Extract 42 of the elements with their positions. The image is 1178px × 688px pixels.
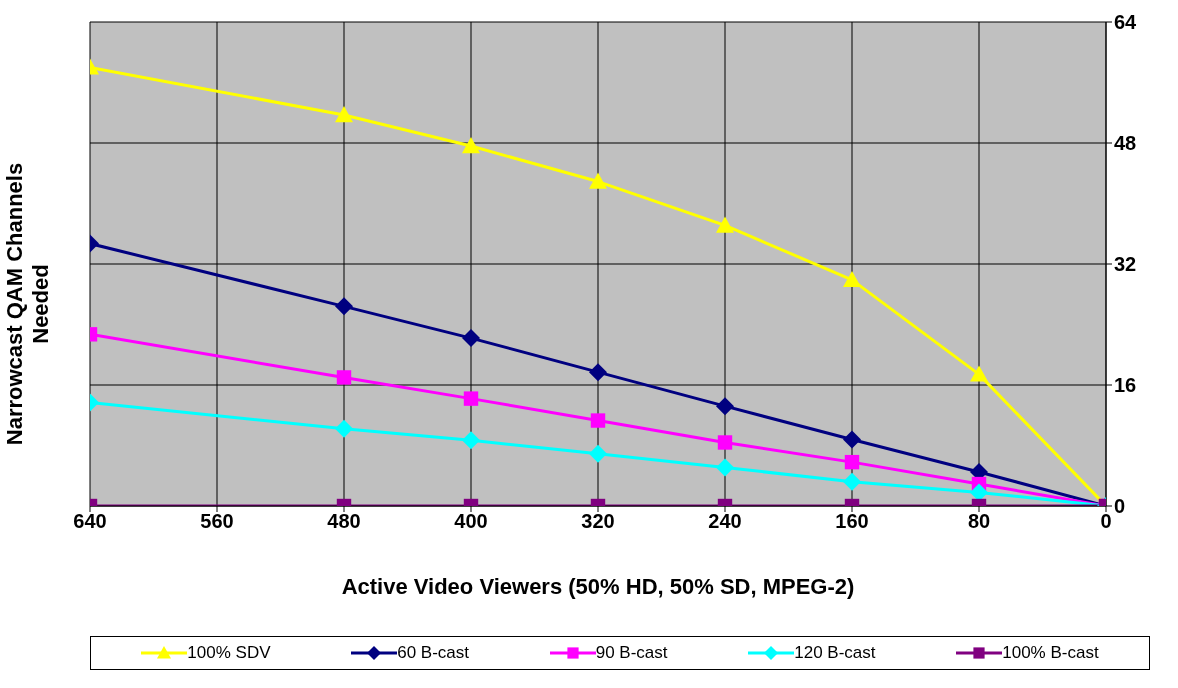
point bbox=[843, 430, 861, 449]
x-tick-label: 320 bbox=[581, 510, 615, 533]
legend-label: 90 B-cast bbox=[595, 643, 668, 663]
x-tick-label: 240 bbox=[708, 510, 742, 533]
point bbox=[463, 391, 479, 406]
point bbox=[589, 172, 607, 189]
legend-label: 100% SDV bbox=[187, 643, 271, 663]
point bbox=[462, 137, 480, 154]
point bbox=[335, 297, 353, 316]
point bbox=[335, 419, 353, 438]
point bbox=[462, 431, 480, 450]
legend-label: 100% B-cast bbox=[1002, 643, 1099, 663]
y-tick-label: 48 bbox=[1114, 132, 1137, 155]
point bbox=[844, 454, 860, 470]
point bbox=[716, 397, 734, 416]
point bbox=[335, 106, 353, 123]
point bbox=[970, 365, 988, 382]
x-tick-label: 560 bbox=[200, 510, 234, 533]
point bbox=[589, 444, 607, 463]
point bbox=[590, 413, 606, 428]
y-tick-label: 16 bbox=[1114, 374, 1137, 397]
legend-label: 60 B-cast bbox=[397, 643, 470, 663]
x-tick-label: 160 bbox=[835, 510, 869, 533]
point bbox=[843, 270, 861, 288]
x-tick-label: 400 bbox=[454, 510, 488, 533]
x-tick-label: 0 bbox=[1100, 510, 1112, 533]
x-tick-label: 480 bbox=[327, 510, 361, 533]
y-axis-title: Narrowcast QAM Channels Needed bbox=[2, 161, 54, 448]
x-tick-label: 80 bbox=[967, 510, 991, 533]
point bbox=[717, 435, 733, 450]
point bbox=[716, 458, 734, 477]
point bbox=[716, 216, 734, 233]
point bbox=[843, 472, 861, 491]
y-tick-label: 32 bbox=[1114, 253, 1137, 276]
y-tick-label: 64 bbox=[1114, 11, 1138, 34]
point bbox=[589, 363, 607, 382]
point bbox=[462, 329, 480, 348]
point bbox=[336, 370, 352, 385]
x-axis-title: Active Video Viewers (50% HD, 50% SD, MPEG-2) bbox=[341, 573, 855, 599]
x-tick-label: 640 bbox=[73, 510, 107, 533]
y-tick-label: 0 bbox=[1114, 495, 1126, 518]
legend-label: 120 B-cast bbox=[794, 643, 876, 663]
